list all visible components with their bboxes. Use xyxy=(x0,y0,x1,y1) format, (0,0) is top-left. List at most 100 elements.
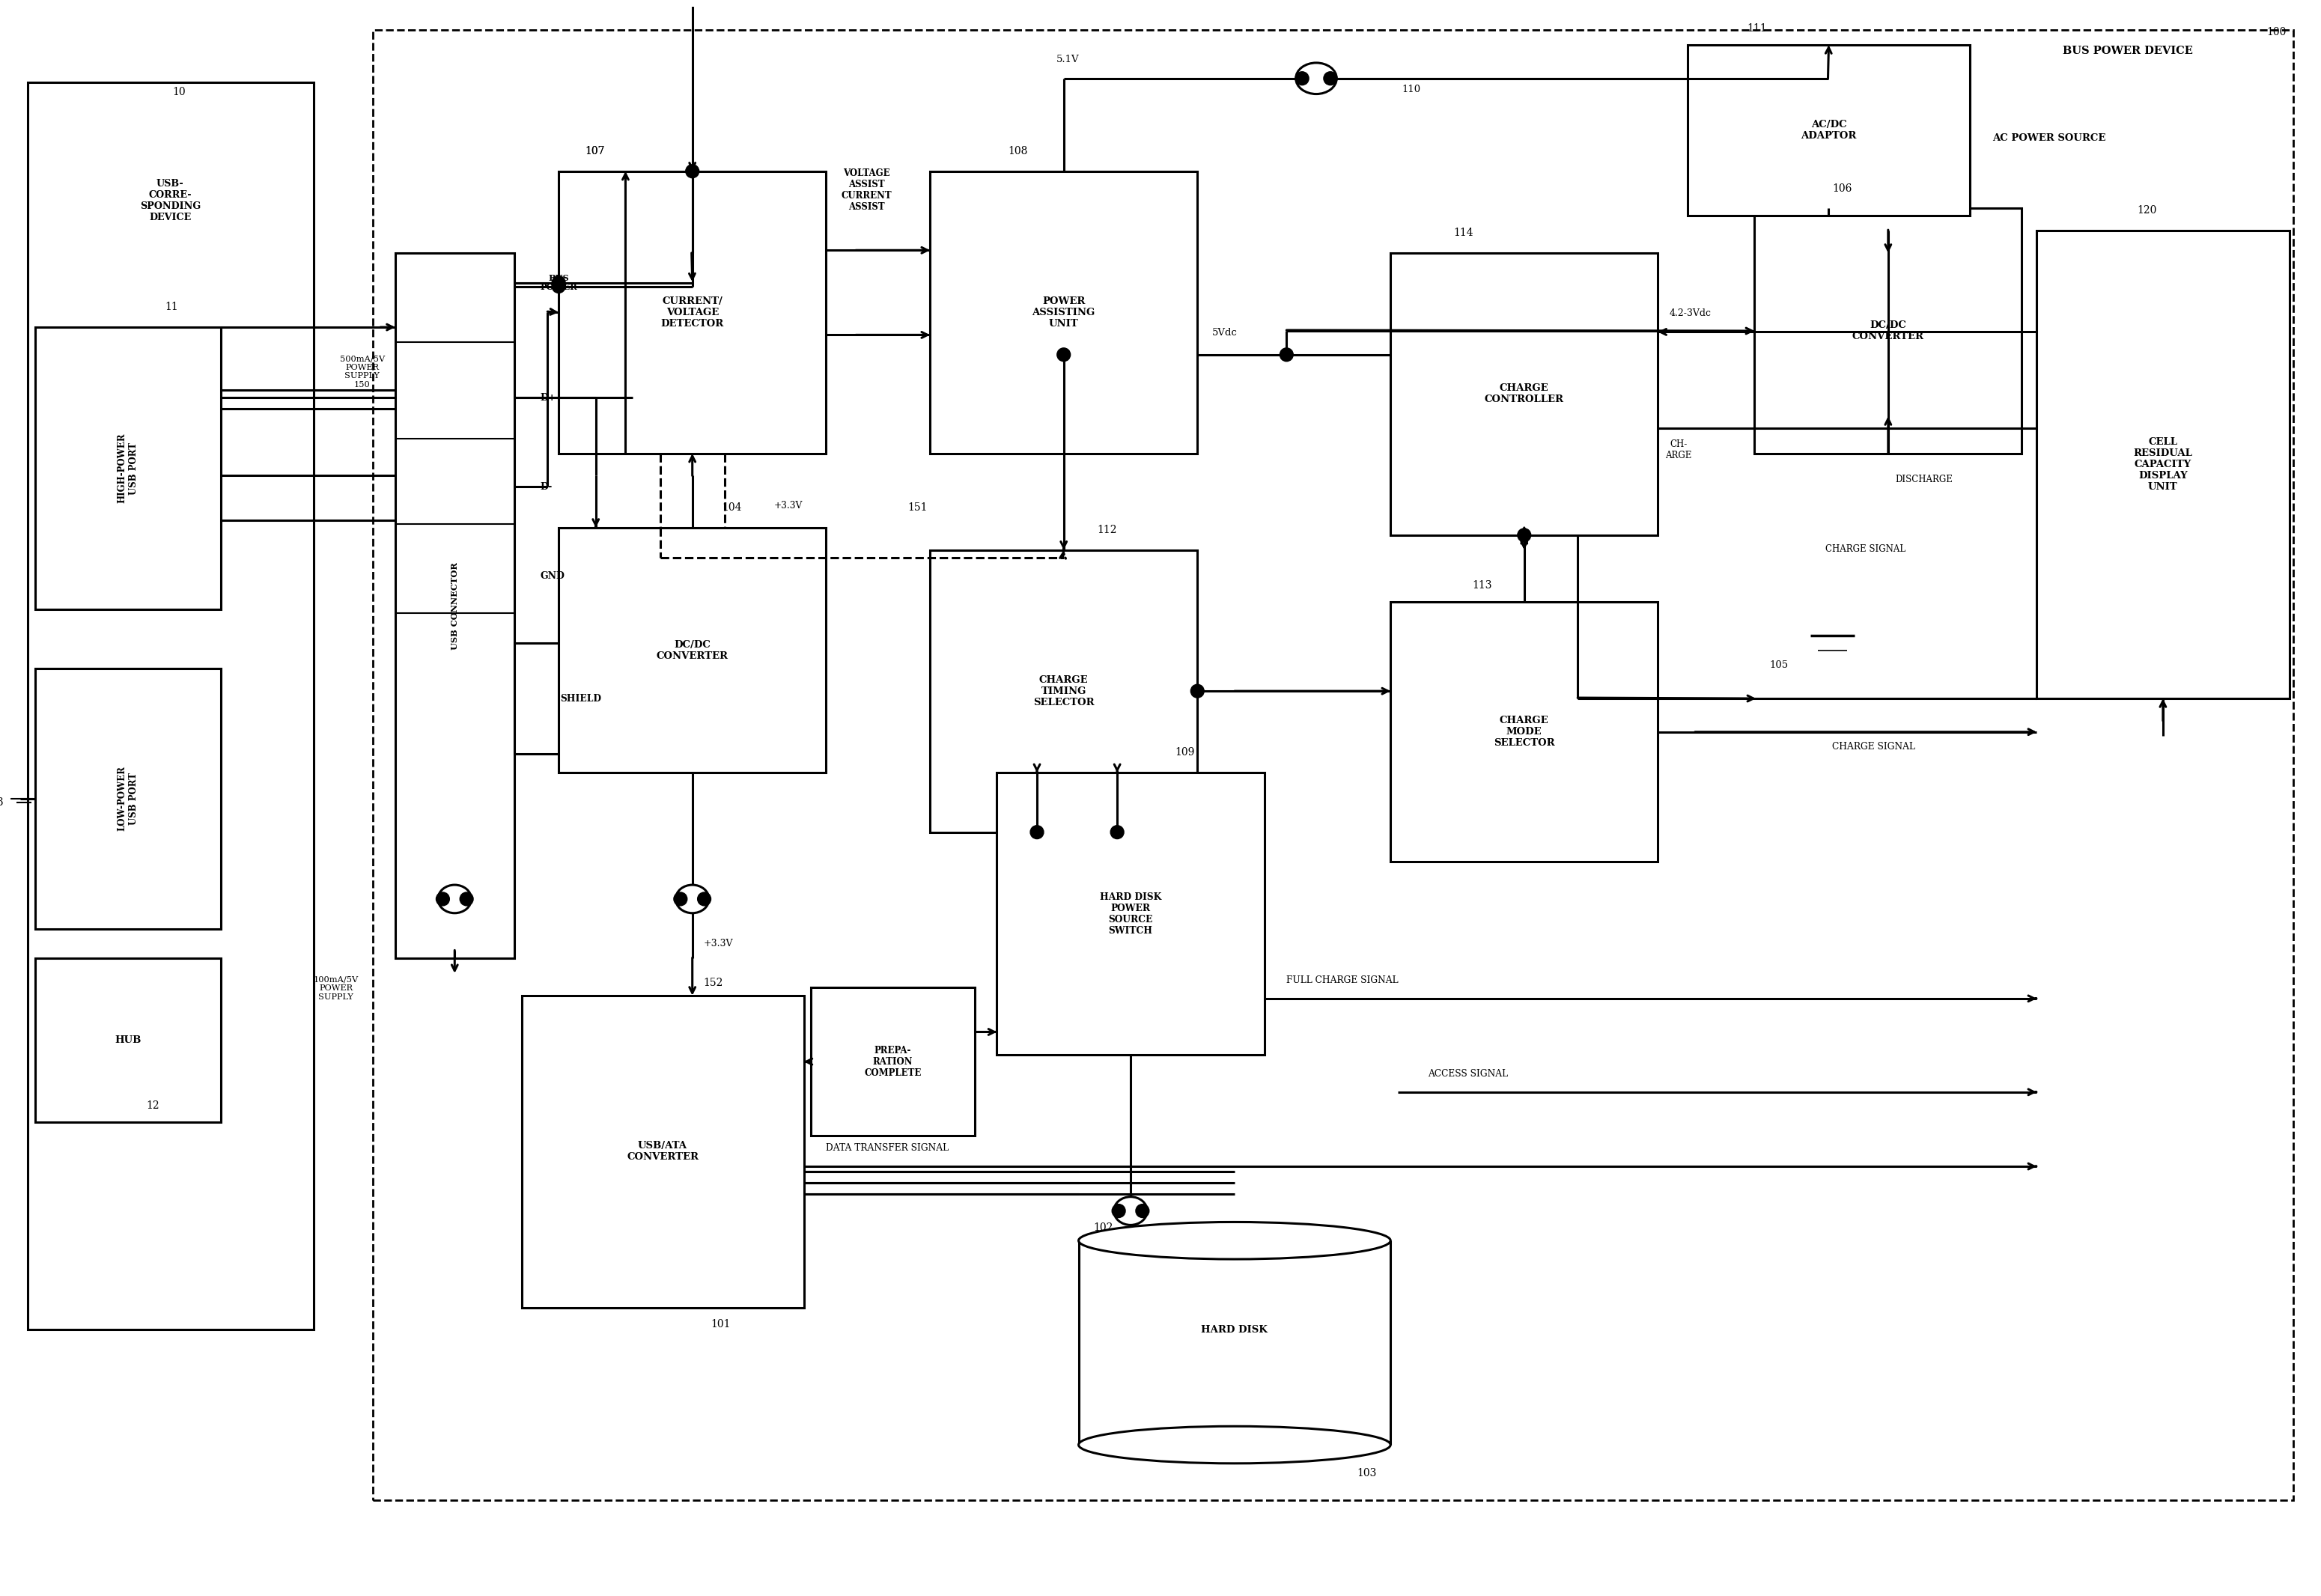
FancyBboxPatch shape xyxy=(28,81,313,1329)
Text: D+: D+ xyxy=(541,393,557,402)
FancyBboxPatch shape xyxy=(810,988,975,1136)
Text: CURRENT/
VOLTAGE
DETECTOR: CURRENT/ VOLTAGE DETECTOR xyxy=(661,297,724,329)
Text: FULL CHARGE SIGNAL: FULL CHARGE SIGNAL xyxy=(1286,975,1400,985)
Text: 4.2-3Vdc: 4.2-3Vdc xyxy=(1669,308,1711,318)
Text: 100mA/5V
POWER
SUPPLY: 100mA/5V POWER SUPPLY xyxy=(313,975,360,1001)
Text: 107: 107 xyxy=(585,145,603,156)
Text: 101: 101 xyxy=(710,1320,731,1329)
Text: HARD DISK
POWER
SOURCE
SWITCH: HARD DISK POWER SOURCE SWITCH xyxy=(1100,892,1160,935)
Text: CHARGE
CONTROLLER: CHARGE CONTROLLER xyxy=(1485,383,1564,404)
Circle shape xyxy=(460,892,473,905)
Circle shape xyxy=(699,892,710,905)
Circle shape xyxy=(552,276,566,289)
Text: 109: 109 xyxy=(1174,747,1195,758)
Text: +3.3V: +3.3V xyxy=(773,501,803,511)
Text: POWER
ASSISTING
UNIT: POWER ASSISTING UNIT xyxy=(1033,297,1096,329)
Circle shape xyxy=(1031,825,1044,839)
Circle shape xyxy=(1135,1205,1149,1218)
FancyBboxPatch shape xyxy=(1390,252,1657,535)
Circle shape xyxy=(1109,825,1123,839)
FancyBboxPatch shape xyxy=(35,959,220,1122)
Text: 12: 12 xyxy=(146,1100,160,1111)
Text: 5.1V: 5.1V xyxy=(1056,54,1079,65)
Text: CHARGE
TIMING
SELECTOR: CHARGE TIMING SELECTOR xyxy=(1033,675,1093,707)
Text: USB/ATA
CONVERTER: USB/ATA CONVERTER xyxy=(627,1141,699,1162)
Text: GND: GND xyxy=(541,571,564,581)
Text: 500mA/5V
POWER
SUPPLY
150: 500mA/5V POWER SUPPLY 150 xyxy=(339,354,385,388)
Text: 105: 105 xyxy=(1769,661,1787,670)
Text: HARD DISK: HARD DISK xyxy=(1202,1325,1267,1334)
Ellipse shape xyxy=(1079,1223,1390,1259)
FancyBboxPatch shape xyxy=(1687,45,1971,215)
Circle shape xyxy=(1112,1205,1126,1218)
Text: 102: 102 xyxy=(1093,1223,1114,1234)
FancyBboxPatch shape xyxy=(522,996,803,1307)
FancyBboxPatch shape xyxy=(1390,602,1657,862)
Circle shape xyxy=(1191,685,1205,697)
FancyBboxPatch shape xyxy=(996,772,1265,1055)
Circle shape xyxy=(436,892,450,905)
Text: VOLTAGE
ASSIST
CURRENT
ASSIST: VOLTAGE ASSIST CURRENT ASSIST xyxy=(840,168,891,212)
Text: 112: 112 xyxy=(1098,525,1116,535)
Text: CHARGE SIGNAL: CHARGE SIGNAL xyxy=(1824,544,1906,554)
Text: DISCHARGE: DISCHARGE xyxy=(1896,474,1952,484)
FancyBboxPatch shape xyxy=(931,171,1198,453)
Text: 11: 11 xyxy=(165,302,179,313)
FancyBboxPatch shape xyxy=(559,528,826,772)
FancyBboxPatch shape xyxy=(931,551,1198,832)
Text: DATA TRANSFER SIGNAL: DATA TRANSFER SIGNAL xyxy=(826,1143,949,1152)
Text: 113: 113 xyxy=(1472,581,1492,591)
Text: DC/DC
CONVERTER: DC/DC CONVERTER xyxy=(657,640,729,661)
Text: 152: 152 xyxy=(703,978,724,988)
Text: BUS
POWER: BUS POWER xyxy=(541,275,578,292)
Circle shape xyxy=(1323,72,1337,85)
Text: 120: 120 xyxy=(2138,206,2156,215)
Circle shape xyxy=(1279,348,1293,361)
Circle shape xyxy=(1056,348,1070,361)
Ellipse shape xyxy=(439,884,471,913)
FancyBboxPatch shape xyxy=(513,643,648,755)
Circle shape xyxy=(685,164,699,177)
Text: PREPA-
RATION
COMPLETE: PREPA- RATION COMPLETE xyxy=(863,1045,921,1077)
Text: 5Vdc: 5Vdc xyxy=(1212,327,1237,337)
Text: DC/DC
CONVERTER: DC/DC CONVERTER xyxy=(1852,321,1924,342)
FancyBboxPatch shape xyxy=(1755,209,2022,453)
Text: 103: 103 xyxy=(1358,1468,1376,1478)
Text: +3.3V: +3.3V xyxy=(703,938,733,948)
Text: 10: 10 xyxy=(172,86,186,97)
Text: LOW-POWER
USB PORT: LOW-POWER USB PORT xyxy=(118,766,139,832)
Circle shape xyxy=(1518,528,1532,541)
Text: CELL
RESIDUAL
CAPACITY
DISPLAY
UNIT: CELL RESIDUAL CAPACITY DISPLAY UNIT xyxy=(2133,437,2193,492)
FancyBboxPatch shape xyxy=(2038,231,2289,699)
Text: 151: 151 xyxy=(908,503,928,512)
FancyBboxPatch shape xyxy=(559,171,826,453)
Text: CHARGE SIGNAL: CHARGE SIGNAL xyxy=(1834,742,1915,752)
Text: BUS POWER DEVICE: BUS POWER DEVICE xyxy=(2063,46,2193,56)
Ellipse shape xyxy=(1295,62,1337,94)
Text: 106: 106 xyxy=(1834,184,1852,193)
Text: D-: D- xyxy=(541,482,552,492)
Text: 111: 111 xyxy=(1748,24,1766,34)
Text: AC/DC
ADAPTOR: AC/DC ADAPTOR xyxy=(1801,120,1857,140)
Circle shape xyxy=(552,279,566,294)
Text: AC POWER SOURCE: AC POWER SOURCE xyxy=(1991,132,2105,142)
Text: HIGH-POWER
USB PORT: HIGH-POWER USB PORT xyxy=(118,433,139,503)
Text: 110: 110 xyxy=(1402,85,1420,94)
Circle shape xyxy=(673,892,687,905)
Text: USB CONNECTOR: USB CONNECTOR xyxy=(450,562,460,650)
Text: CHARGE
MODE
SELECTOR: CHARGE MODE SELECTOR xyxy=(1495,717,1555,749)
Text: HUB: HUB xyxy=(114,1036,142,1045)
Text: 114: 114 xyxy=(1453,228,1474,238)
Ellipse shape xyxy=(1079,1427,1390,1464)
Text: 107: 107 xyxy=(585,145,603,156)
Text: 13: 13 xyxy=(0,798,5,808)
Text: ACCESS SIGNAL: ACCESS SIGNAL xyxy=(1427,1069,1509,1079)
Text: CH-
ARGE: CH- ARGE xyxy=(1664,439,1692,461)
FancyBboxPatch shape xyxy=(395,252,513,959)
Ellipse shape xyxy=(1114,1197,1147,1226)
Text: SHIELD: SHIELD xyxy=(559,694,601,704)
Text: 100: 100 xyxy=(2268,27,2286,38)
FancyBboxPatch shape xyxy=(35,327,220,610)
Ellipse shape xyxy=(675,884,708,913)
Text: 108: 108 xyxy=(1007,145,1028,156)
